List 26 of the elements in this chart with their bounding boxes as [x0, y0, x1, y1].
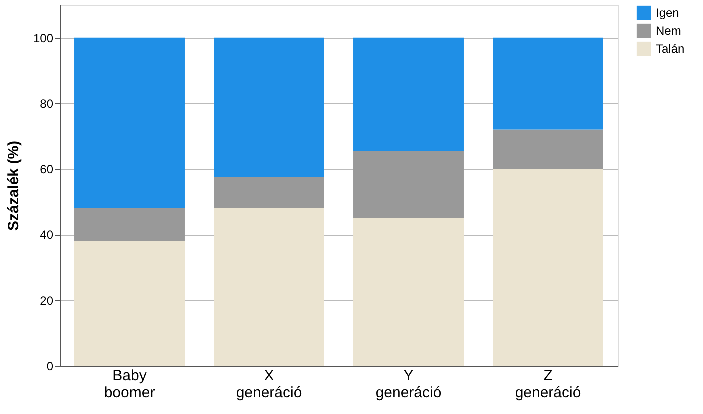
x-tick-label: X generáció: [236, 368, 302, 402]
bar: [493, 38, 604, 130]
legend-label: Igen: [656, 6, 680, 20]
bar: [354, 151, 464, 218]
y-tick-label: 100: [33, 31, 54, 46]
bar: [354, 38, 464, 152]
legend-label: Talán: [656, 42, 685, 56]
y-tick-label: 60: [40, 162, 54, 177]
bar: [493, 169, 604, 366]
y-axis-title: Százalék (%): [5, 140, 22, 232]
legend-label: Nem: [656, 24, 682, 38]
bar: [74, 241, 185, 366]
bar: [493, 130, 604, 170]
x-tick-label: Y generáció: [376, 368, 442, 402]
bar: [74, 208, 185, 242]
y-tick-label: 40: [40, 228, 54, 242]
y-tick-label: 0: [46, 360, 54, 374]
y-tick-label: 80: [40, 96, 54, 111]
bar: [214, 208, 324, 366]
bar: [74, 38, 185, 208]
bar: [214, 38, 324, 178]
bar: [214, 177, 324, 208]
bar: [354, 218, 464, 366]
y-tick-label: 20: [40, 294, 54, 308]
x-tick-label: Z generáció: [515, 368, 582, 402]
x-tick-label: Baby boomer: [104, 368, 156, 402]
